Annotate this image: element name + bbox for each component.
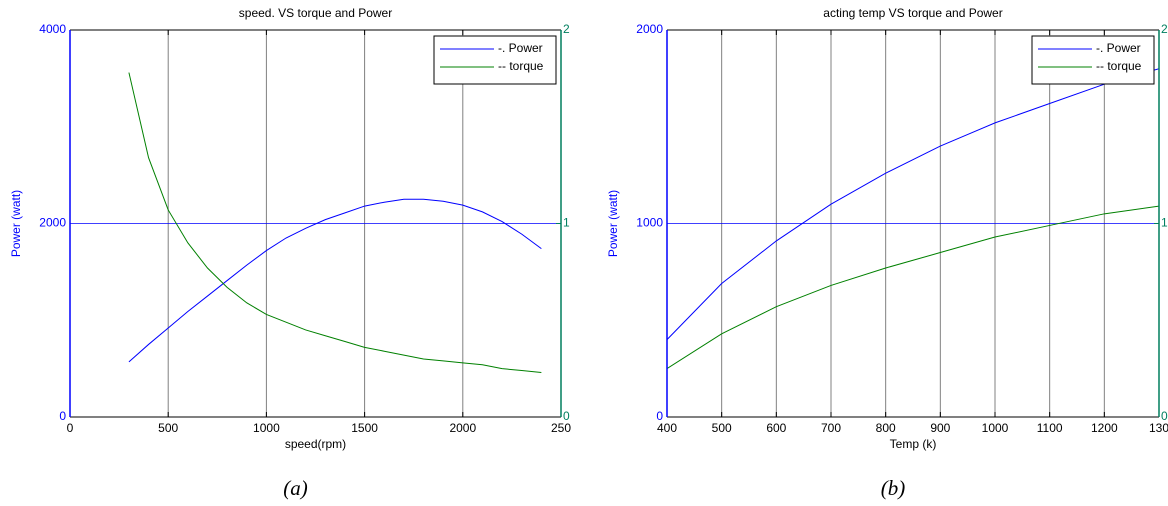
legend-label: -. Power (498, 41, 543, 55)
x-tick-label: 400 (657, 421, 677, 435)
y2-tick-label: 2 (563, 22, 570, 36)
series-line (667, 68, 1159, 340)
x-tick-label: 500 (712, 421, 732, 435)
series-line (128, 72, 542, 373)
x-tick-label: 800 (876, 421, 896, 435)
x-axis-label: speed(rpm) (285, 437, 346, 451)
caption: (a) (283, 476, 308, 500)
x-tick-label: 500 (158, 421, 178, 435)
legend: -. Power -- torque (1031, 35, 1155, 85)
x-tick-label: 700 (821, 421, 841, 435)
y-axis-label: Power (watt) (606, 190, 620, 257)
legend-label: -- torque (498, 59, 544, 73)
x-tick-label: 1500 (351, 421, 378, 435)
x-axis-label: Temp (k) (890, 437, 937, 451)
chart-title: speed. VS torque and Power (239, 6, 392, 20)
x-tick-label: 1200 (1091, 421, 1118, 435)
x-tick-label: 900 (930, 421, 950, 435)
y2-tick-label: 0 (1161, 409, 1168, 423)
series-line (667, 205, 1159, 370)
x-tick-label: 1000 (982, 421, 1009, 435)
y2-tick-label: 1 (1161, 216, 1168, 230)
plot: 400 500 600 700 800 900 1000 1100 1200 1300100020… (606, 6, 1168, 500)
y-axis-label: Power (watt) (9, 190, 23, 257)
legend-box (1031, 35, 1155, 85)
x-tick-label: 1000 (253, 421, 280, 435)
legend-label: -- torque (1096, 59, 1142, 73)
y-tick-label: 0 (59, 409, 66, 423)
y-tick-label: 1000 (636, 216, 663, 230)
legend-label: -. Power (1096, 41, 1141, 55)
x-tick-label: 600 (766, 421, 786, 435)
chart-title: acting temp VS torque and Power (823, 6, 1002, 20)
caption: (b) (881, 476, 906, 500)
x-tick-label: 0 (67, 421, 74, 435)
y2-tick-label: 0 (563, 409, 570, 423)
x-tick-label: 1100 (1037, 421, 1063, 435)
series-line (128, 198, 542, 363)
y-tick-label: 0 (656, 409, 663, 423)
x-tick-label: 2000 (449, 421, 476, 435)
y-tick-label: 4000 (39, 22, 66, 36)
y-tick-label: 2000 (39, 216, 66, 230)
x-tick-label: 250 (551, 421, 571, 435)
x-tick-label: 130 (1149, 421, 1168, 435)
legend-box (433, 35, 557, 85)
y-tick-label: 2000 (636, 22, 663, 36)
y2-tick-label: 2 (1161, 22, 1168, 36)
y2-tick-label: 1 (563, 216, 570, 230)
legend: -. Power -- torque (433, 35, 557, 85)
